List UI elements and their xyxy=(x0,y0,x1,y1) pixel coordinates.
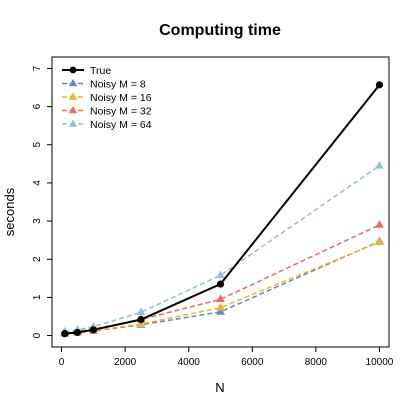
x-tick-label: 6000 xyxy=(241,357,264,368)
y-tick-label: 3 xyxy=(32,218,43,224)
y-tick-label: 1 xyxy=(32,294,43,300)
data-point xyxy=(137,315,145,324)
legend-label: Noisy M = 16 xyxy=(90,92,152,104)
x-axis-label: N xyxy=(215,380,224,395)
y-tick-label: 0 xyxy=(32,332,43,338)
legend-item: Noisy M = 64 xyxy=(62,119,152,131)
data-point xyxy=(136,319,146,327)
legend-marker xyxy=(68,78,78,87)
legend-marker xyxy=(68,92,78,100)
y-tick-label: 7 xyxy=(32,65,43,71)
legend-label: Noisy M = 32 xyxy=(90,106,152,118)
x-tick-label: 10000 xyxy=(366,357,394,368)
data-point xyxy=(375,237,384,245)
legend-item: True xyxy=(62,65,111,77)
y-axis-label: seconds xyxy=(2,187,17,236)
x-tick-label: 8000 xyxy=(305,357,328,368)
data-point xyxy=(216,307,225,315)
y-tick-label: 4 xyxy=(32,180,43,186)
data-point xyxy=(216,280,225,288)
legend-label: Noisy M = 8 xyxy=(90,79,146,91)
legend-marker xyxy=(69,66,77,74)
legend-label: Noisy M = 64 xyxy=(90,119,152,131)
x-tick-label: 4000 xyxy=(178,357,201,368)
y-tick-label: 6 xyxy=(32,103,43,109)
y-tick-label: 5 xyxy=(32,142,43,148)
y-axis: 0 1 2 3 4 5 6 7 xyxy=(32,65,53,338)
data-point xyxy=(216,302,225,311)
y-tick-label: 2 xyxy=(32,256,43,262)
data-point xyxy=(136,307,146,316)
series xyxy=(61,81,384,338)
data-point xyxy=(61,330,69,338)
series-line xyxy=(64,241,380,335)
legend-marker xyxy=(68,119,78,127)
legend-item: Noisy M = 8 xyxy=(62,79,146,91)
legend-item: Noisy M = 32 xyxy=(62,106,152,118)
x-axis: 0 2000 4000 6000 8000 10000 xyxy=(59,346,394,368)
legend-marker xyxy=(68,105,78,114)
x-tick-label: 0 xyxy=(59,357,65,368)
legend-item: Noisy M = 16 xyxy=(62,92,152,104)
data-point xyxy=(73,328,82,337)
data-point xyxy=(375,220,384,228)
data-point xyxy=(216,294,225,303)
data-point xyxy=(216,270,225,279)
data-point xyxy=(375,81,384,89)
series-line xyxy=(64,240,380,335)
legend-label: True xyxy=(90,65,111,77)
data-point xyxy=(375,160,384,169)
chart-title: Computing time xyxy=(159,22,281,39)
x-tick-label: 2000 xyxy=(114,357,137,368)
series-layer xyxy=(60,81,384,338)
series-line xyxy=(64,224,380,334)
data-point xyxy=(89,326,97,334)
